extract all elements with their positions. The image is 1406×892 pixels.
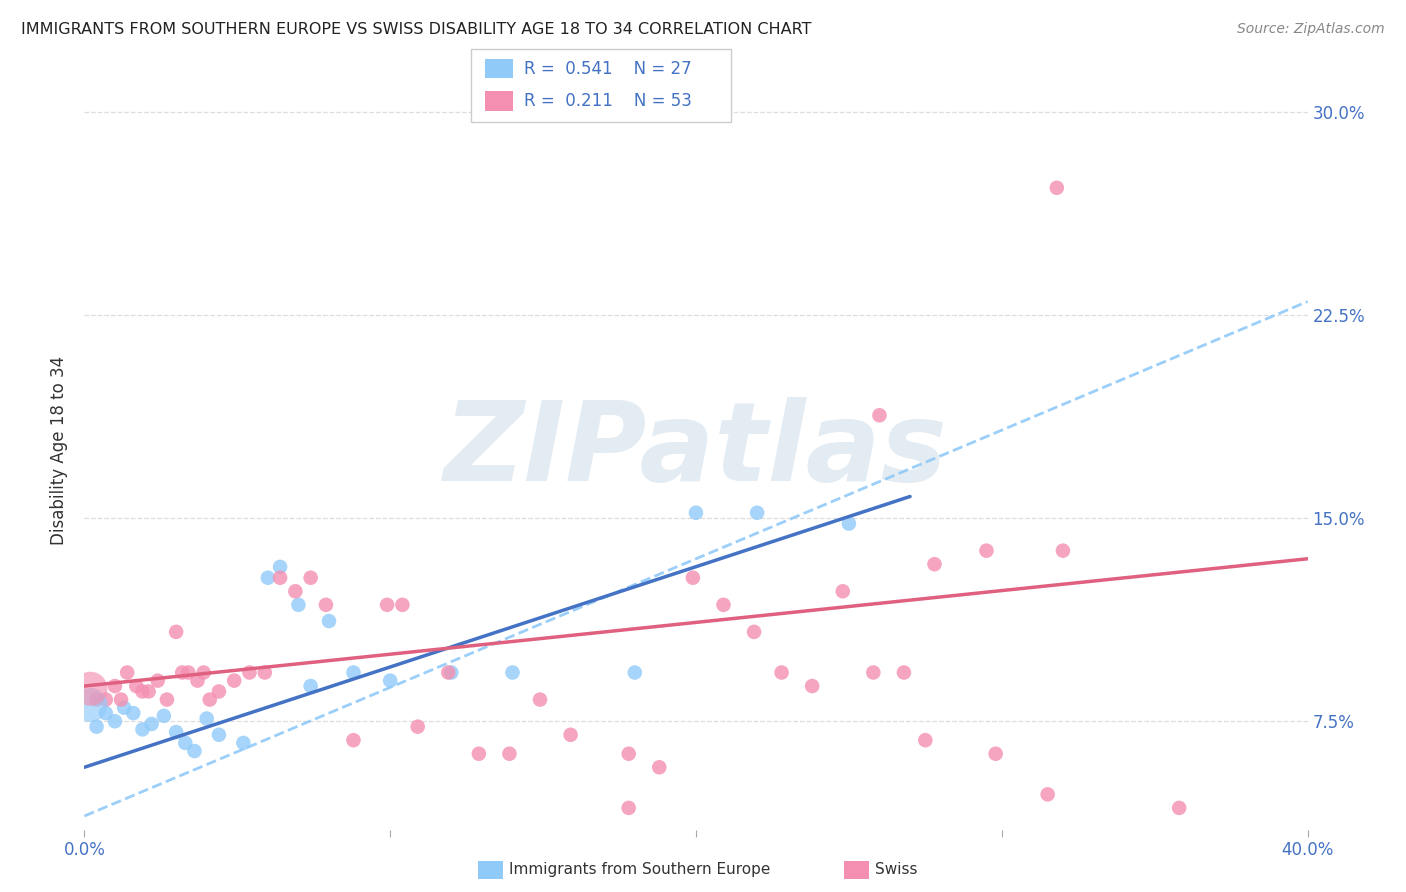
Point — [976, 543, 998, 558]
Point — [560, 728, 582, 742]
Point — [315, 598, 337, 612]
Point — [269, 571, 291, 585]
Point — [79, 681, 101, 696]
Point — [208, 684, 231, 698]
Point — [437, 665, 460, 680]
Point — [79, 698, 101, 712]
Point — [198, 692, 221, 706]
Point — [131, 723, 153, 737]
Point — [208, 728, 231, 742]
Text: R =  0.211    N = 53: R = 0.211 N = 53 — [524, 92, 692, 110]
Point — [801, 679, 824, 693]
Point — [648, 760, 671, 774]
Point — [172, 665, 194, 680]
Point — [112, 700, 135, 714]
Point — [468, 747, 491, 761]
Point — [104, 714, 127, 729]
Point — [1168, 801, 1191, 815]
Point — [685, 506, 707, 520]
Point — [1052, 543, 1074, 558]
Point — [375, 598, 398, 612]
Point — [831, 584, 853, 599]
Point — [893, 665, 915, 680]
Point — [299, 571, 322, 585]
Point — [284, 584, 307, 599]
Point — [529, 692, 551, 706]
Point — [177, 665, 200, 680]
Point — [269, 560, 291, 574]
Point — [380, 673, 402, 688]
Point — [183, 744, 205, 758]
Point — [253, 665, 276, 680]
Point — [342, 733, 364, 747]
Point — [406, 720, 429, 734]
Point — [747, 506, 769, 520]
Point — [115, 665, 138, 680]
Point — [838, 516, 860, 531]
Point — [869, 409, 891, 423]
Point — [299, 679, 322, 693]
Point — [862, 665, 884, 680]
Point — [186, 673, 208, 688]
Point — [924, 557, 946, 572]
Point — [110, 692, 132, 706]
Point — [232, 736, 254, 750]
Point — [318, 614, 340, 628]
Point — [156, 692, 179, 706]
Text: IMMIGRANTS FROM SOUTHERN EUROPE VS SWISS DISABILITY AGE 18 TO 34 CORRELATION CHA: IMMIGRANTS FROM SOUTHERN EUROPE VS SWISS… — [21, 22, 811, 37]
Point — [86, 692, 108, 706]
Point — [193, 665, 215, 680]
Point — [195, 712, 218, 726]
Point — [146, 673, 169, 688]
Point — [624, 665, 647, 680]
Y-axis label: Disability Age 18 to 34: Disability Age 18 to 34 — [51, 356, 69, 545]
Text: R =  0.541    N = 27: R = 0.541 N = 27 — [524, 60, 692, 78]
Point — [713, 598, 735, 612]
Point — [122, 706, 145, 720]
Point — [165, 624, 187, 639]
Point — [257, 571, 280, 585]
Point — [682, 571, 704, 585]
Point — [131, 684, 153, 698]
Point — [287, 598, 309, 612]
Point — [238, 665, 260, 680]
Point — [617, 747, 640, 761]
Point — [391, 598, 413, 612]
Point — [1036, 788, 1059, 802]
Point — [914, 733, 936, 747]
Text: Swiss: Swiss — [875, 863, 917, 877]
Point — [742, 624, 765, 639]
Point — [153, 708, 176, 723]
Text: Source: ZipAtlas.com: Source: ZipAtlas.com — [1237, 22, 1385, 37]
Point — [1046, 181, 1069, 195]
Point — [342, 665, 364, 680]
Point — [94, 706, 117, 720]
Point — [502, 665, 524, 680]
Text: ZIPatlas: ZIPatlas — [444, 397, 948, 504]
Point — [617, 801, 640, 815]
Point — [138, 684, 160, 698]
Point — [165, 725, 187, 739]
Point — [104, 679, 127, 693]
Point — [86, 720, 108, 734]
Point — [174, 736, 197, 750]
Point — [94, 692, 117, 706]
Point — [498, 747, 520, 761]
Point — [141, 717, 163, 731]
Point — [770, 665, 793, 680]
Text: Immigrants from Southern Europe: Immigrants from Southern Europe — [509, 863, 770, 877]
Point — [984, 747, 1007, 761]
Point — [125, 679, 148, 693]
Point — [440, 665, 463, 680]
Point — [224, 673, 246, 688]
